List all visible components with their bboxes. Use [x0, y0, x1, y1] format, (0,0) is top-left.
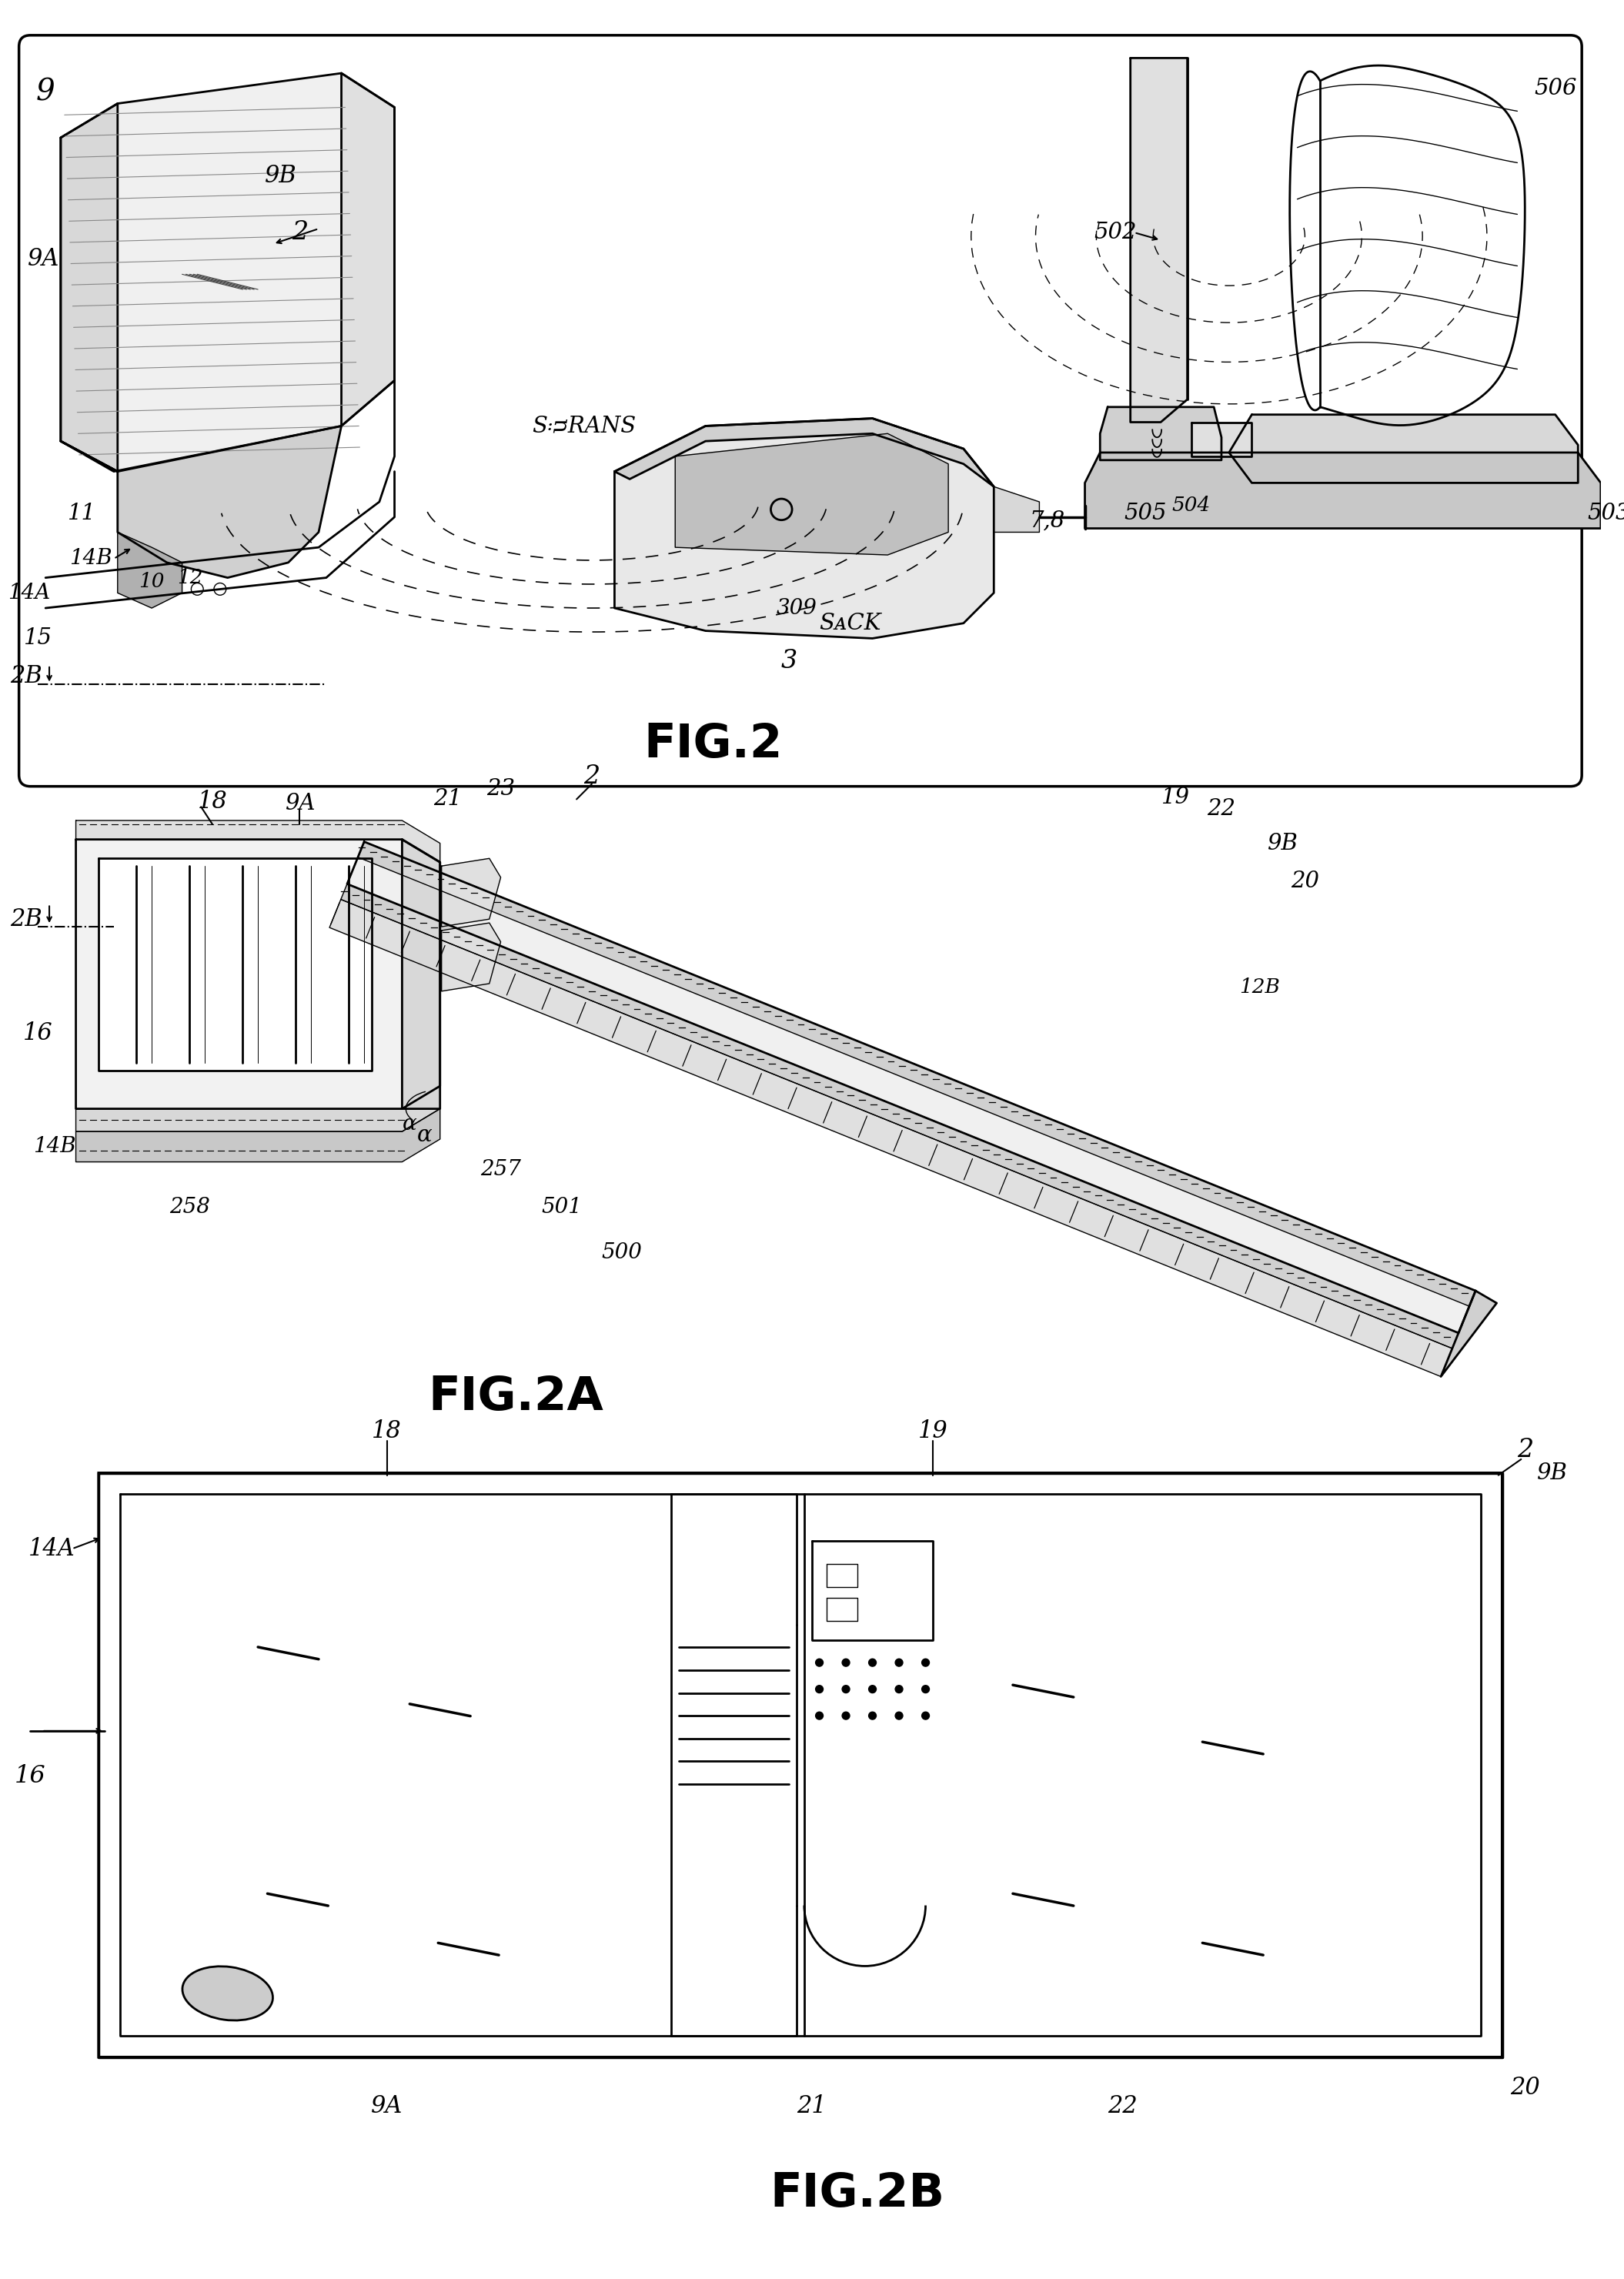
- Text: 7,8: 7,8: [1030, 510, 1065, 531]
- Text: 14B: 14B: [70, 549, 112, 570]
- Text: 2: 2: [1517, 1438, 1533, 1463]
- Polygon shape: [442, 859, 500, 928]
- Text: 20: 20: [1291, 871, 1319, 891]
- Circle shape: [843, 1659, 849, 1666]
- Text: 2: 2: [291, 221, 309, 244]
- Text: 258: 258: [169, 1196, 209, 1217]
- Text: SᴞRANS: SᴞRANS: [533, 415, 637, 438]
- Text: 22: 22: [1207, 798, 1236, 820]
- Text: 16: 16: [23, 1021, 54, 1044]
- Polygon shape: [1440, 1290, 1497, 1377]
- Text: FIG.2A: FIG.2A: [429, 1374, 604, 1420]
- Polygon shape: [994, 488, 1039, 533]
- Circle shape: [895, 1686, 903, 1693]
- Polygon shape: [1085, 454, 1601, 529]
- Polygon shape: [676, 433, 948, 556]
- Polygon shape: [1229, 415, 1579, 483]
- Text: 9B: 9B: [1536, 1463, 1567, 1484]
- Text: 18: 18: [372, 1420, 401, 1443]
- Polygon shape: [442, 923, 500, 991]
- Text: 506: 506: [1535, 77, 1577, 100]
- Text: 9A: 9A: [370, 2094, 403, 2119]
- FancyBboxPatch shape: [19, 34, 1582, 786]
- Text: α: α: [403, 1114, 417, 1135]
- Text: 12: 12: [177, 567, 203, 588]
- Text: 21: 21: [434, 789, 461, 809]
- Text: 9: 9: [36, 77, 55, 107]
- Polygon shape: [76, 1110, 440, 1162]
- Polygon shape: [1190, 422, 1252, 456]
- Circle shape: [815, 1659, 823, 1666]
- Circle shape: [843, 1712, 849, 1718]
- Circle shape: [869, 1659, 877, 1666]
- Polygon shape: [348, 841, 1476, 1333]
- Polygon shape: [1099, 408, 1221, 460]
- Polygon shape: [614, 419, 994, 488]
- Circle shape: [869, 1686, 877, 1693]
- Circle shape: [895, 1659, 903, 1666]
- Text: α: α: [417, 1124, 432, 1146]
- Polygon shape: [341, 884, 1458, 1349]
- Text: 10: 10: [138, 572, 164, 590]
- Text: FIG.2: FIG.2: [643, 722, 783, 768]
- Polygon shape: [403, 839, 440, 1110]
- Text: 20: 20: [1510, 2076, 1540, 2099]
- Text: 9B: 9B: [1267, 832, 1298, 855]
- Text: 2: 2: [583, 763, 599, 789]
- Text: 2B: 2B: [10, 907, 42, 932]
- Text: 12B: 12B: [1239, 978, 1280, 996]
- Text: 21: 21: [797, 2094, 827, 2119]
- Polygon shape: [76, 820, 440, 861]
- Circle shape: [922, 1712, 929, 1718]
- Text: 14A: 14A: [8, 583, 50, 604]
- Text: 2B: 2B: [10, 665, 42, 688]
- Text: 505: 505: [1124, 501, 1168, 524]
- Text: 504: 504: [1173, 497, 1210, 515]
- Text: 502: 502: [1095, 221, 1137, 244]
- Text: 9B: 9B: [265, 164, 297, 187]
- Text: 19: 19: [918, 1420, 948, 1443]
- Circle shape: [922, 1686, 929, 1693]
- Polygon shape: [60, 103, 117, 472]
- Text: 15: 15: [24, 627, 52, 650]
- Polygon shape: [60, 426, 341, 577]
- Text: 22: 22: [1108, 2094, 1138, 2119]
- Text: 503: 503: [1587, 501, 1624, 524]
- Polygon shape: [1130, 57, 1187, 422]
- Text: FIG.2B: FIG.2B: [770, 2172, 945, 2217]
- Text: 501: 501: [541, 1196, 581, 1217]
- Circle shape: [922, 1659, 929, 1666]
- Polygon shape: [99, 859, 372, 1071]
- Text: 500: 500: [603, 1242, 643, 1263]
- Polygon shape: [76, 839, 440, 1110]
- Text: 9A: 9A: [284, 793, 315, 814]
- Circle shape: [895, 1712, 903, 1718]
- Text: 257: 257: [481, 1160, 521, 1181]
- Text: 3: 3: [781, 650, 797, 675]
- Text: 309: 309: [776, 597, 817, 618]
- Ellipse shape: [182, 1967, 273, 2021]
- Circle shape: [869, 1712, 877, 1718]
- Text: 9A: 9A: [28, 246, 60, 271]
- Circle shape: [815, 1712, 823, 1718]
- Polygon shape: [117, 533, 182, 608]
- Circle shape: [815, 1686, 823, 1693]
- Text: SᴀCK: SᴀCK: [818, 613, 880, 634]
- Text: 23: 23: [487, 777, 515, 800]
- Text: 14A: 14A: [28, 1536, 75, 1561]
- FancyBboxPatch shape: [99, 1472, 1502, 2058]
- Polygon shape: [614, 419, 994, 638]
- Polygon shape: [60, 73, 395, 472]
- Text: 18: 18: [198, 789, 227, 814]
- Text: 16: 16: [15, 1764, 45, 1789]
- Polygon shape: [76, 1087, 440, 1133]
- Polygon shape: [341, 73, 395, 426]
- Polygon shape: [357, 841, 1476, 1306]
- Polygon shape: [330, 900, 1452, 1377]
- Text: 19: 19: [1161, 786, 1190, 809]
- Circle shape: [843, 1686, 849, 1693]
- Text: 11: 11: [68, 501, 96, 524]
- Text: 14B: 14B: [32, 1137, 76, 1158]
